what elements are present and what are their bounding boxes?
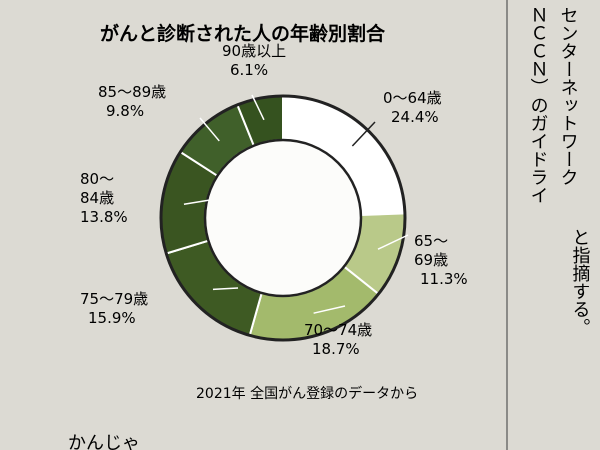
leader-lines: [183, 94, 409, 314]
slice-percent-label: 15.9%: [88, 309, 136, 327]
slice-age-label: 69歳: [414, 251, 448, 269]
slice-age-label: 65～: [414, 232, 448, 250]
slice-percent-label: 11.3%: [420, 270, 468, 288]
slice-percent-label: 18.7%: [312, 340, 360, 358]
source-note: 2021年 全国がん登録のデータから: [196, 385, 418, 402]
leader-line-7: [251, 94, 265, 121]
slice-age-label: 84歳: [80, 189, 114, 207]
slice-age-label: 80～: [80, 170, 114, 188]
leader-line-1: [351, 121, 376, 147]
slice-age-label: 0～64歳: [383, 89, 442, 107]
article-line-2: ＮＣＣＮ）のガイドライ: [528, 6, 549, 204]
slice-age-label: 85～89歳: [98, 83, 166, 101]
bottom-text: かんじゃ: [68, 433, 140, 450]
slice-percent-label: 9.8%: [106, 102, 144, 120]
leader-line-3: [313, 305, 346, 314]
slice-percent-label: 6.1%: [230, 61, 268, 79]
donut-outer-ring: [159, 94, 407, 342]
slice-percent-label: 13.8%: [80, 208, 128, 226]
article-line-1: センターネットワーク: [558, 6, 579, 186]
slice-age-label: 70～74歳: [304, 321, 372, 339]
donut-inner-ring: [203, 138, 363, 298]
leader-line-2: [377, 234, 409, 250]
article-line-3: と指摘する。: [570, 228, 591, 336]
slice-age-label: 90歳以上: [222, 42, 286, 60]
leader-line-5: [183, 199, 211, 205]
chart-title: がんと診断された人の年齢別割合: [100, 22, 386, 45]
article-column: センターネットワーク ＮＣＣＮ）のガイドライ と指摘する。: [528, 6, 591, 336]
leader-line-4: [212, 287, 239, 291]
leader-line-6: [199, 117, 220, 142]
slice-age-label: 75～79歳: [80, 290, 148, 308]
slice-percent-label: 24.4%: [391, 108, 439, 126]
